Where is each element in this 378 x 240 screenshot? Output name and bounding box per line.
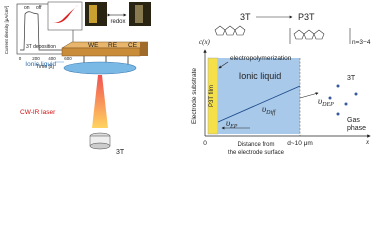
product: P3T bbox=[298, 12, 315, 22]
gas-species: 3T bbox=[347, 75, 356, 82]
electrode-we: WE bbox=[88, 42, 99, 49]
n-label: n=3−4 bbox=[352, 39, 371, 46]
x-label: Distance from bbox=[237, 142, 274, 148]
gas-label: Gas bbox=[347, 117, 360, 124]
figure: Current density [μA/cm²] on off 3T depos… bbox=[4, 1, 371, 156]
photos: redox bbox=[85, 2, 151, 26]
x-label: Time [s] bbox=[36, 64, 54, 70]
v-dep: υDEP bbox=[318, 96, 334, 108]
x-label: the electrode surface bbox=[228, 150, 285, 156]
gas-label: phase bbox=[347, 125, 366, 132]
redox-label: redox bbox=[110, 19, 125, 25]
x-tick-label: 0 bbox=[19, 56, 22, 61]
substrate-label: Electrode substrate bbox=[191, 68, 198, 124]
cell: WE RE CE Ionic liquid CW-IR laser 3T bbox=[20, 41, 149, 156]
reactant: 3T bbox=[240, 12, 251, 22]
c-axis: c(x) bbox=[199, 38, 211, 46]
liquid-label: Ionic liquid bbox=[239, 71, 282, 81]
x-tick-label: 400 bbox=[48, 56, 56, 61]
off-label: off bbox=[36, 5, 42, 11]
model: c(x) Electrode substrate P3T film Ionic … bbox=[191, 38, 371, 156]
electrode-re: RE bbox=[108, 42, 118, 49]
on-label: on bbox=[24, 5, 30, 11]
x-axis: x bbox=[365, 138, 370, 146]
laser-label: CW-IR laser bbox=[20, 109, 56, 116]
v-diff: υDiff bbox=[262, 104, 277, 116]
electrode-ce: CE bbox=[128, 42, 138, 49]
x-tick-label: 200 bbox=[32, 56, 40, 61]
x-tick-label: 600 bbox=[64, 56, 72, 61]
y-label: Current density [μA/cm²] bbox=[4, 6, 9, 55]
caption: 3T deposition bbox=[26, 44, 56, 50]
cv-inset bbox=[47, 1, 83, 31]
process-label: electropolymerization bbox=[230, 55, 292, 62]
vial-label: 3T bbox=[116, 149, 125, 156]
x-zero: 0 bbox=[203, 140, 207, 147]
x-d: d~10 μm bbox=[287, 140, 313, 147]
film-label: P3T film bbox=[209, 85, 215, 107]
reaction: 3T P3T n=3−4 bbox=[214, 12, 371, 46]
current-plot: Current density [μA/cm²] on off 3T depos… bbox=[4, 3, 74, 70]
v-ep: υEP bbox=[226, 118, 238, 130]
liquid-label: Ionic liquid bbox=[25, 61, 56, 68]
